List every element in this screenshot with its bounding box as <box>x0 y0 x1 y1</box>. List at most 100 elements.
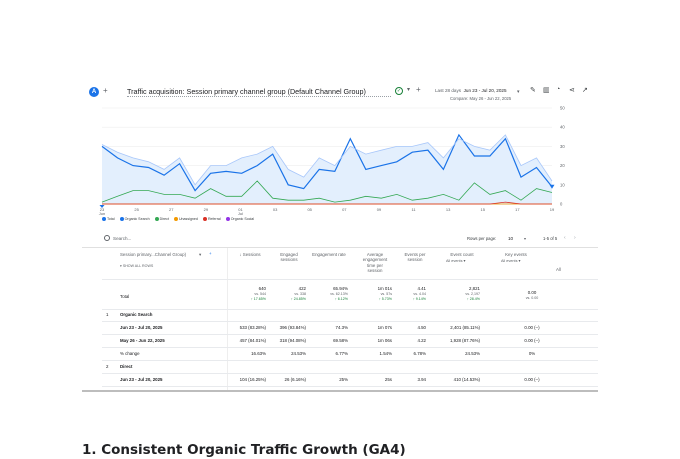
row-label: Jun 23 - Jul 20, 2025 <box>120 325 163 330</box>
insights-icon[interactable]: ◔ <box>556 86 561 93</box>
show-all-rows-link[interactable]: ▾ SHOW ALL ROWS <box>120 264 154 268</box>
col-events-per-session[interactable]: Events per session <box>404 252 426 263</box>
x-tick-label: 25 <box>134 207 139 212</box>
legend-item[interactable]: Total <box>102 217 115 222</box>
cell-avg_time: 1m 06s <box>377 338 392 343</box>
share-icon[interactable]: ⋖ <box>569 87 575 94</box>
report-title[interactable]: Traffic acquisition: Session primary cha… <box>127 87 366 96</box>
trend-icon[interactable]: ↗ <box>582 87 588 94</box>
compare-icon[interactable]: ▥ <box>543 87 550 94</box>
add-comparison-icon[interactable]: + <box>103 86 108 95</box>
legend-label: Referral <box>207 217 221 221</box>
y-tick-label: 0 <box>560 202 563 207</box>
cell-engaged: 318 (94.08%) <box>279 338 306 343</box>
add-icon[interactable]: + <box>416 85 421 94</box>
row-divider <box>102 360 598 361</box>
total-engaged: 422 <box>298 286 306 291</box>
date-range-picker[interactable]: Last 28 days Jun 23 - Jul 20, 2025 <box>435 88 507 93</box>
total-events-per-vs: vs. 4.04 <box>413 292 426 296</box>
key-events-filter-label: All events <box>501 259 518 263</box>
row-divider <box>102 321 598 322</box>
row-divider <box>102 347 598 348</box>
total-events-per: 4.41 <box>417 286 426 291</box>
row-label: % change <box>120 351 140 356</box>
date-chevron-icon[interactable]: ▾ <box>517 89 520 95</box>
key-events-filter[interactable]: All events ▾ <box>501 259 521 263</box>
cell-events_per: 6.78% <box>413 351 426 356</box>
report-header: A + Traffic acquisition: Session primary… <box>82 80 598 102</box>
total-engagement-rate: 65.94% <box>333 286 348 291</box>
x-tick-label: Jun <box>99 211 105 216</box>
cell-key-events: 0.00 (–) <box>524 325 540 330</box>
total-avg-time: 1m 01s <box>377 286 392 291</box>
cell-engaged: 24.53% <box>291 351 306 356</box>
data-table: Search... Rows per page: 10 ▾ 1-5 of 5 ‹… <box>82 230 598 390</box>
x-tick-label: 19 <box>550 207 555 212</box>
cell-avg_time: 1m 07s <box>377 325 392 330</box>
header-divider <box>102 279 598 280</box>
x-tick-label: 27 <box>169 207 174 212</box>
search-input[interactable]: Search... <box>113 236 132 241</box>
x-tick-label: 29 <box>204 207 209 212</box>
col-sessions[interactable]: ↓ Sessions <box>239 252 261 257</box>
account-avatar[interactable]: A <box>89 87 99 97</box>
col-engagement-rate[interactable]: Engagement rate <box>312 252 346 257</box>
total-key-events: 0.00 <box>527 290 537 295</box>
all-label: All <box>556 267 561 272</box>
col-event-count[interactable]: Event count <box>450 252 474 257</box>
cell-event_count: 24.53% <box>465 351 480 356</box>
event-count-filter[interactable]: All events ▾ <box>446 259 466 263</box>
cell-key-events: 0% <box>528 351 536 356</box>
cell-eng_rate: 74.3% <box>335 325 348 330</box>
legend-label: Total <box>107 217 115 221</box>
y-tick-label: 50 <box>560 106 565 111</box>
legend-item[interactable]: Organic Search <box>119 217 150 222</box>
col-key-events[interactable]: Key events <box>505 252 527 257</box>
total-label: Total <box>120 294 130 299</box>
table-toolbar: Search... Rows per page: 10 ▾ 1-5 of 5 ‹… <box>82 230 598 248</box>
rows-per-page-label: Rows per page: <box>467 236 497 241</box>
cell-avg_time: 1.54% <box>379 351 392 356</box>
cell-events_per: 3.94 <box>417 377 426 382</box>
cell-sessions: 457 (84.01%) <box>239 338 266 343</box>
prev-page-icon[interactable]: ‹ <box>564 235 566 241</box>
next-page-icon[interactable]: › <box>574 235 576 241</box>
row-number: 2 <box>106 364 109 369</box>
cell-sessions: 16.63% <box>251 351 266 356</box>
col-avg-engagement-time[interactable]: Average engagement time per session <box>362 252 388 274</box>
search-icon[interactable] <box>104 235 110 241</box>
legend-label: Organic Search <box>124 217 150 221</box>
row-divider <box>102 334 598 335</box>
cell-event_count: 1,928 (87.76%) <box>449 338 480 343</box>
series-line-direct <box>101 180 553 203</box>
rows-per-page-select[interactable]: 10 <box>508 236 514 241</box>
cell-events_per: 4.22 <box>417 338 426 343</box>
cell-key-events: 0.00 (–) <box>524 377 540 382</box>
legend-item[interactable]: Organic Social <box>225 217 254 222</box>
dimension-header[interactable]: Session primary...Channel Group) <box>120 252 187 257</box>
event-count-filter-label: All events <box>446 259 463 263</box>
x-tick-label: 03 <box>273 207 278 212</box>
total-event-count: 2,821 <box>469 286 480 291</box>
dimension-chevron-icon[interactable]: ▾ <box>199 252 202 257</box>
total-event-count-vs: vs. 2,197 <box>465 292 480 296</box>
legend-swatch <box>225 217 230 222</box>
rows-per-page-chevron-icon[interactable]: ▾ <box>524 236 527 241</box>
check-circle-icon[interactable]: ✓ <box>395 87 403 95</box>
col-engaged-sessions[interactable]: Engaged sessions <box>280 252 298 263</box>
add-dimension-icon[interactable]: + <box>209 251 212 256</box>
legend-swatch <box>119 217 124 222</box>
chevron-down-icon[interactable]: ▾ <box>407 87 411 93</box>
legend-item[interactable]: Unassigned <box>173 217 198 222</box>
date-label: Last 28 days <box>435 88 462 93</box>
cell-eng_rate: 25% <box>339 377 348 382</box>
legend-label: Direct <box>159 217 169 221</box>
row-number: 1 <box>106 312 109 317</box>
total-engaged-vs: vs. 338 <box>294 292 306 296</box>
total-divider <box>102 309 598 310</box>
y-tick-label: 20 <box>560 163 565 168</box>
legend-item[interactable]: Referral <box>202 217 221 222</box>
x-tick-label: Jul <box>238 211 243 216</box>
edit-report-icon[interactable]: ✎ <box>530 87 536 94</box>
legend-item[interactable]: Direct <box>154 217 169 222</box>
